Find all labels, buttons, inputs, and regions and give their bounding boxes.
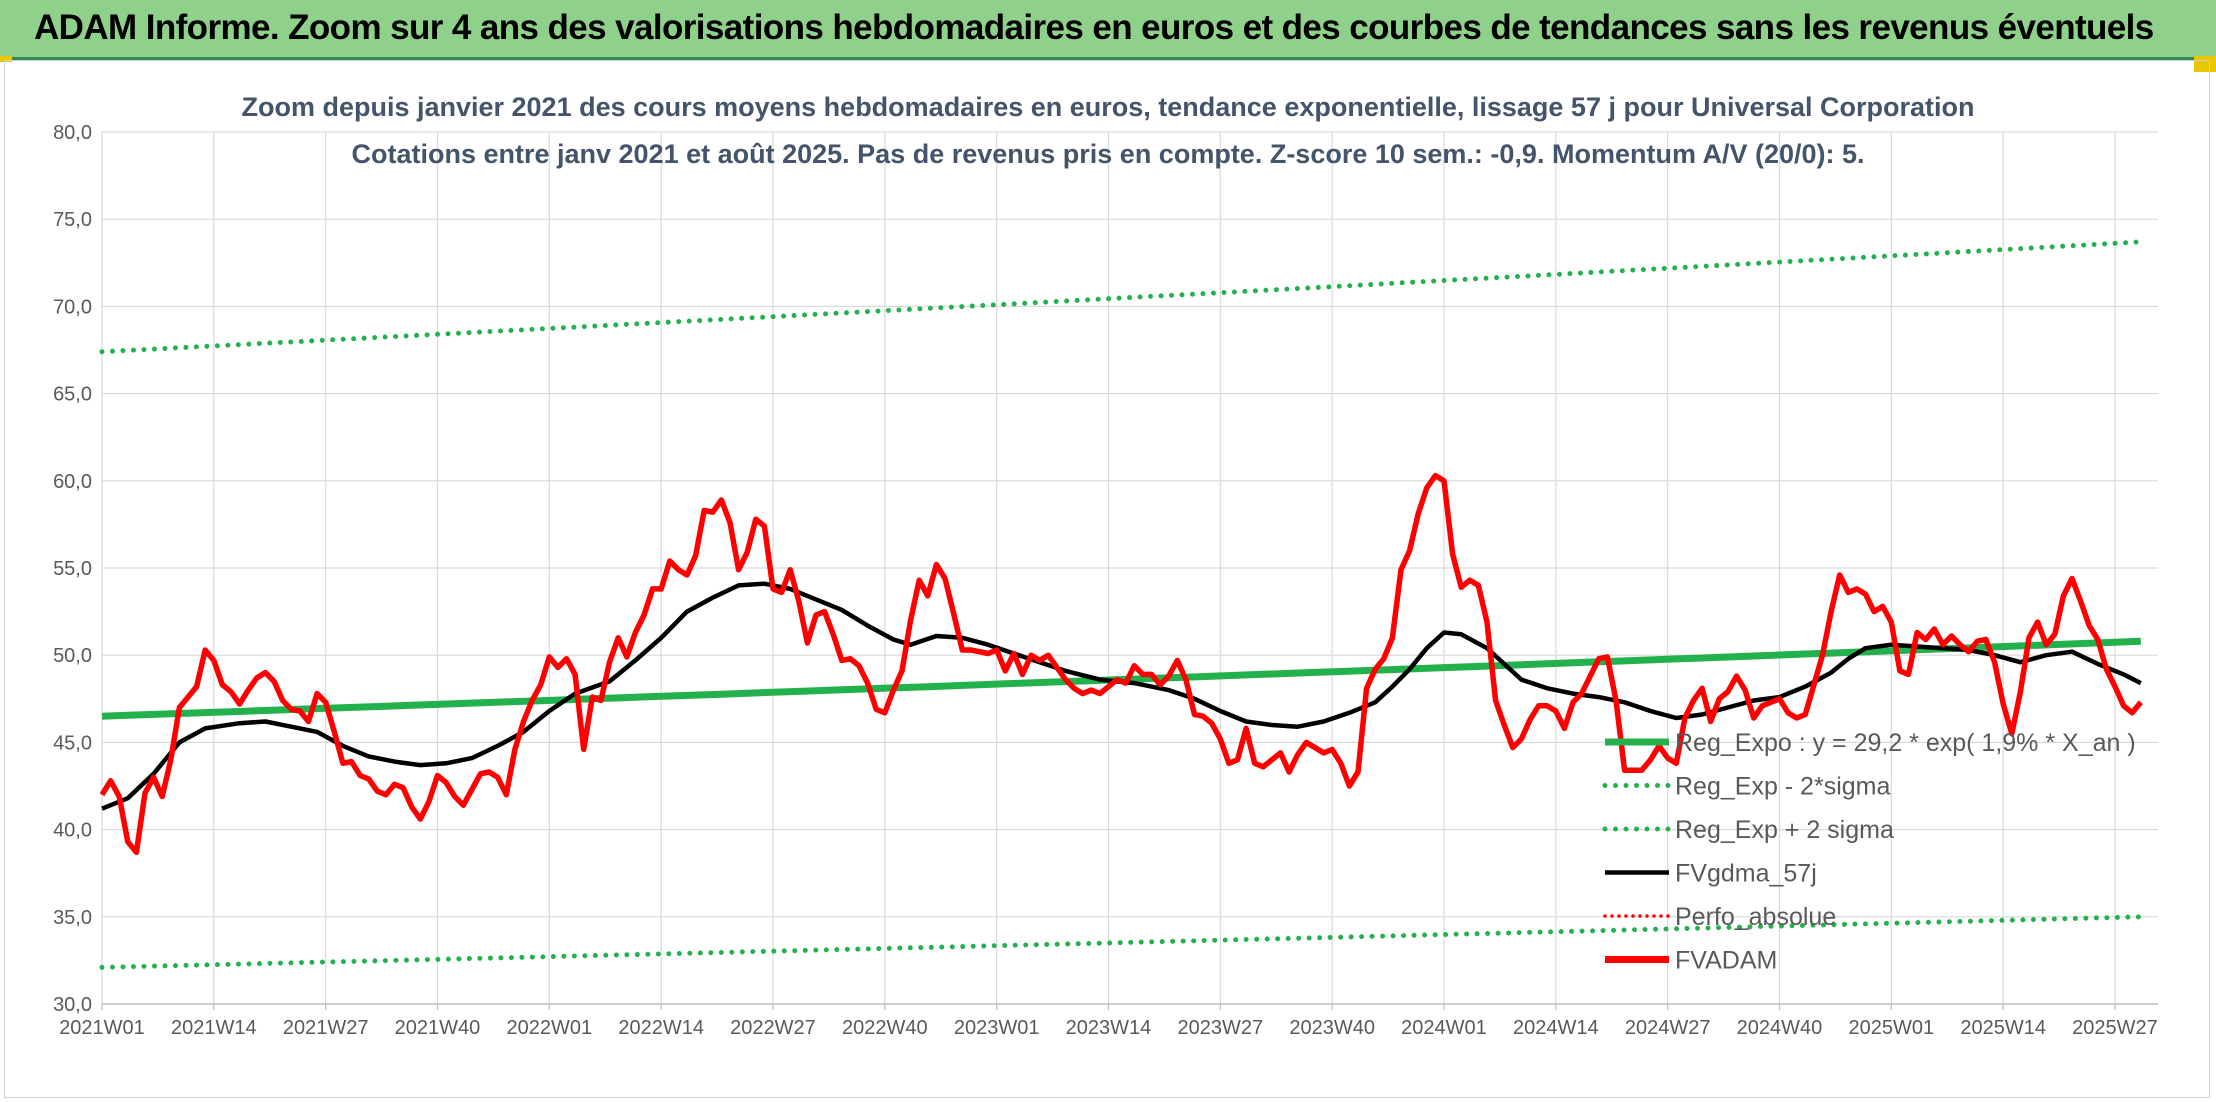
y-tick-label: 35,0 (53, 907, 92, 929)
y-tick-label: 60,0 (53, 471, 92, 493)
x-tick-label: 2021W27 (283, 1017, 369, 1039)
x-tick-label: 2024W01 (1401, 1017, 1487, 1039)
legend-label: Reg_Expo : y = 29,2 * exp( 1,9% * X_an ) (1675, 729, 2136, 757)
y-tick-label: 75,0 (53, 209, 92, 231)
y-tick-label: 80,0 (53, 122, 92, 144)
y-tick-label: 50,0 (53, 645, 92, 667)
chart-subtitle: Cotations entre janv 2021 et août 2025. … (351, 139, 1864, 169)
series-fvadam (99, 472, 2143, 856)
legend-label: Perfo_absolue (1675, 903, 1836, 931)
corner-accent-left (0, 56, 12, 62)
chart-frame (4, 60, 2210, 1098)
x-tick-label: 2023W01 (954, 1017, 1040, 1039)
y-tick-label: 70,0 (53, 296, 92, 318)
x-tick-label: 2025W01 (1849, 1017, 1935, 1039)
y-tick-label: 55,0 (53, 558, 92, 580)
y-tick-label: 30,0 (53, 994, 92, 1016)
x-tick-label: 2023W14 (1066, 1017, 1152, 1039)
x-tick-label: 2023W27 (1178, 1017, 1264, 1039)
legend-label: Reg_Exp - 2*sigma (1675, 773, 1890, 801)
legend-label: FVADAM (1675, 947, 1777, 975)
y-tick-label: 65,0 (53, 384, 92, 406)
x-tick-label: 2025W27 (2072, 1017, 2158, 1039)
y-tick-label: 45,0 (53, 732, 92, 754)
x-tick-label: 2022W40 (842, 1017, 928, 1039)
x-tick-label: 2025W14 (1960, 1017, 2046, 1039)
chart-title: Zoom depuis janvier 2021 des cours moyen… (241, 92, 1974, 122)
x-tick-label: 2021W14 (171, 1017, 257, 1039)
chart-series (99, 239, 2144, 970)
series-upper-sigma (99, 239, 2144, 355)
x-tick-label: 2021W40 (395, 1017, 481, 1039)
x-tick-label: 2022W14 (618, 1017, 704, 1039)
x-tick-label: 2024W27 (1625, 1017, 1711, 1039)
chart-grid (101, 131, 2158, 1010)
y-tick-label: 40,0 (53, 820, 92, 842)
report-title: ADAM Informe. Zoom sur 4 ans des valoris… (34, 8, 2154, 47)
x-tick-label: 2024W40 (1737, 1017, 1823, 1039)
report-banner: ADAM Informe. Zoom sur 4 ans des valoris… (0, 0, 2216, 60)
chart-legend: Reg_Expo : y = 29,2 * exp( 1,9% * X_an )… (1602, 729, 2136, 975)
x-tick-label: 2024W14 (1513, 1017, 1599, 1039)
series-lower-sigma (99, 914, 2144, 970)
x-axis-ticks: 2021W01 2021W14 2021W27 2021W40 2022W01 2022W… (59, 1017, 2158, 1039)
x-tick-label: 2022W01 (507, 1017, 593, 1039)
x-tick-label: 2023W40 (1289, 1017, 1375, 1039)
x-tick-label: 2021W01 (59, 1017, 145, 1039)
x-tick-label: 2022W27 (730, 1017, 816, 1039)
y-axis-ticks: 30,0 35,0 40,0 45,0 50,0 55,0 60,0 65,0 70,0 75,0… (53, 122, 92, 1016)
legend-label: FVgdma_57j (1675, 860, 1817, 888)
legend-label: Reg_Exp + 2 sigma (1675, 816, 1894, 844)
